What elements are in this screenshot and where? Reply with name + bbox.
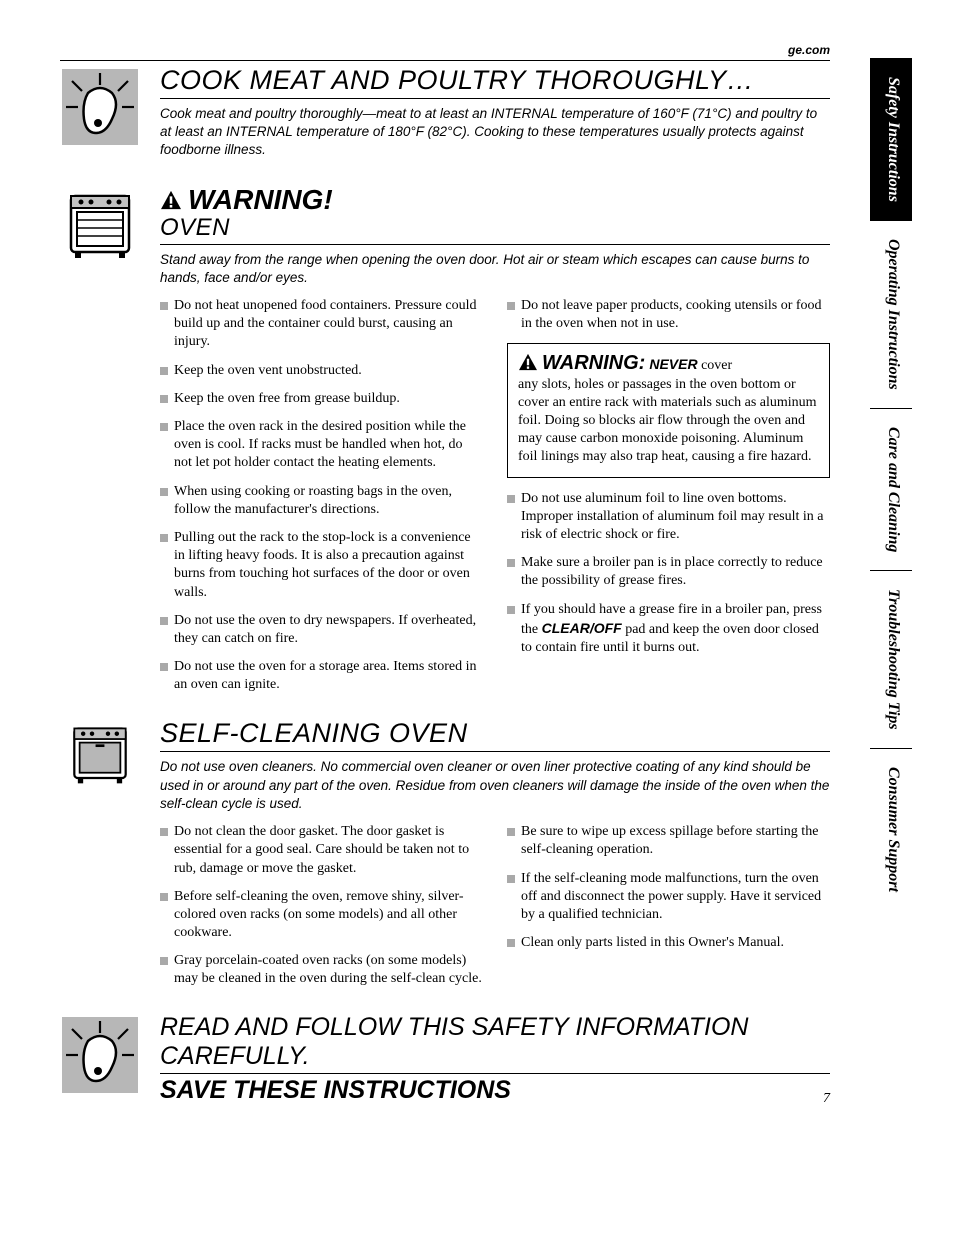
box-body: any slots, holes or passages in the oven…: [518, 376, 819, 467]
list-item: Pulling out the rack to the stop-lock is…: [160, 529, 483, 602]
oven-icon: [60, 186, 140, 266]
oven-subtitle: OVEN: [160, 214, 830, 242]
bullet-text: Do not clean the door gasket. The door g…: [174, 823, 483, 878]
attention-burst-icon: [60, 1015, 140, 1095]
oven-icon: [60, 720, 140, 790]
section3-title: SELF-CLEANING OVEN: [160, 718, 830, 749]
list-item: Do not leave paper products, cooking ute…: [507, 297, 830, 333]
brand-url: ge.com: [788, 43, 830, 57]
section1-intro: Cook meat and poultry thoroughly—meat to…: [160, 105, 830, 160]
section-self-cleaning: SELF-CLEANING OVEN Do not use oven clean…: [60, 718, 830, 998]
list-item: Do not clean the door gasket. The door g…: [160, 823, 483, 878]
oven-right-col: Do not leave paper products, cooking ute…: [507, 297, 830, 704]
warning-triangle-icon: [160, 190, 182, 210]
list-item: Clean only parts listed in this Owner's …: [507, 934, 830, 952]
attention-burst-icon: [60, 67, 140, 147]
list-item: Keep the oven vent unobstructed.: [160, 362, 483, 380]
bullet-text: Before self-cleaning the oven, remove sh…: [174, 888, 483, 943]
list-item: If the self-cleaning mode malfunctions, …: [507, 870, 830, 925]
bullet-text: Pulling out the rack to the stop-lock is…: [174, 529, 483, 602]
bullet-text: If the self-cleaning mode malfunctions, …: [521, 870, 830, 925]
bullet-text: Do not use aluminum foil to line oven bo…: [521, 490, 830, 545]
section2-intro: Stand away from the range when opening t…: [160, 251, 830, 287]
bullet-text: Keep the oven free from grease buildup.: [174, 390, 400, 408]
page-number: 7: [823, 1091, 830, 1107]
footer-read-follow: READ AND FOLLOW THIS SAFETY INFORMATION …: [160, 1013, 830, 1074]
footer-section: READ AND FOLLOW THIS SAFETY INFORMATION …: [60, 1013, 830, 1105]
bullet-text: Make sure a broiler pan is in place corr…: [521, 554, 830, 590]
warning-triangle-icon: [518, 353, 538, 371]
list-item: Keep the oven free from grease buildup.: [160, 390, 483, 408]
list-item: Make sure a broiler pan is in place corr…: [507, 554, 830, 590]
box-lead: cover: [698, 358, 733, 373]
bullet-text: Clean only parts listed in this Owner's …: [521, 934, 784, 952]
bullet-text: Do not leave paper products, cooking ute…: [521, 297, 830, 333]
list-item: Be sure to wipe up excess spillage befor…: [507, 823, 830, 859]
bullet-text: Gray porcelain-coated oven racks (on som…: [174, 952, 483, 988]
side-tab[interactable]: Safety Instructions: [870, 58, 912, 220]
bullet-text: Place the oven rack in the desired posit…: [174, 418, 483, 473]
warning-never-box: WARNING: NEVER cover any slots, holes or…: [507, 343, 830, 477]
list-item: Do not use the oven for a storage area. …: [160, 658, 483, 694]
header-rule: ge.com: [60, 60, 830, 61]
section-warning-oven: WARNING! OVEN Stand away from the range …: [60, 184, 830, 705]
list-item: Do not use aluminum foil to line oven bo…: [507, 490, 830, 545]
bullet-text: Be sure to wipe up excess spillage befor…: [521, 823, 830, 859]
list-item: Do not heat unopened food containers. Pr…: [160, 297, 483, 352]
list-item: Do not use the oven to dry newspapers. I…: [160, 612, 483, 648]
side-tab[interactable]: Troubleshooting Tips: [870, 570, 912, 748]
warning-heading: WARNING!: [188, 184, 333, 216]
oven-left-col: Do not heat unopened food containers. Pr…: [160, 297, 483, 704]
side-tab-strip: Safety InstructionsOperating Instruction…: [870, 58, 912, 910]
bullet-text: When using cooking or roasting bags in t…: [174, 483, 483, 519]
side-tab[interactable]: Operating Instructions: [870, 220, 912, 408]
side-tab[interactable]: Care and Cleaning: [870, 408, 912, 570]
section1-title: COOK MEAT AND POULTRY THOROUGHLY…: [160, 65, 830, 96]
box-warning-word: WARNING:: [542, 352, 645, 374]
bullet-clearoff: If you should have a grease fire in a br…: [521, 601, 830, 658]
bullet-text: Do not use the oven for a storage area. …: [174, 658, 483, 694]
list-item: Gray porcelain-coated oven racks (on som…: [160, 952, 483, 988]
bullet-text: Keep the oven vent unobstructed.: [174, 362, 362, 380]
footer-save: SAVE THESE INSTRUCTIONS: [160, 1076, 830, 1105]
side-tab[interactable]: Consumer Support: [870, 748, 912, 910]
section3-intro: Do not use oven cleaners. No commercial …: [160, 758, 830, 813]
bullet-text: Do not use the oven to dry newspapers. I…: [174, 612, 483, 648]
page-content: ge.com: [60, 60, 830, 1119]
list-item: Before self-cleaning the oven, remove sh…: [160, 888, 483, 943]
box-never-word: NEVER: [649, 356, 697, 372]
section-cook-meat: COOK MEAT AND POULTRY THOROUGHLY… Cook m…: [60, 65, 830, 170]
list-item: When using cooking or roasting bags in t…: [160, 483, 483, 519]
bullet-text: Do not heat unopened food containers. Pr…: [174, 297, 483, 352]
list-item: If you should have a grease fire in a br…: [507, 601, 830, 658]
list-item: Place the oven rack in the desired posit…: [160, 418, 483, 473]
